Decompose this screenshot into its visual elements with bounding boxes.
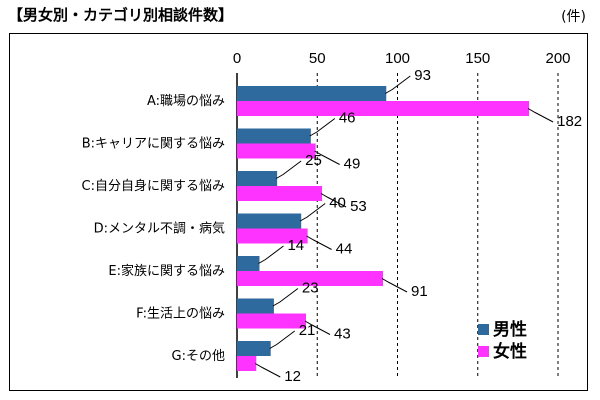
data-label: 44: [336, 241, 353, 258]
data-label: 49: [344, 156, 361, 173]
leader-line: [309, 118, 336, 137]
x-tick-label: 200: [545, 50, 570, 67]
data-label: 93: [414, 67, 431, 84]
bar-female: [237, 143, 316, 159]
data-label: 40: [329, 195, 346, 212]
data-label: 12: [284, 368, 301, 385]
legend-label: 男性: [493, 319, 527, 340]
bar-female: [237, 101, 530, 116]
leader-line: [306, 235, 332, 250]
leader-line: [272, 288, 299, 307]
leader-line: [527, 108, 554, 123]
bar-female: [237, 228, 308, 244]
bar-male: [237, 213, 302, 229]
leader-line: [320, 193, 347, 208]
data-label: 91: [411, 283, 428, 300]
category-label: F:生活上の悩み: [136, 307, 225, 322]
x-tick-label: 50: [309, 50, 326, 67]
leader-line: [304, 320, 331, 335]
bar-female: [237, 186, 323, 201]
category-label: E:家族に関する悩み: [108, 263, 225, 279]
data-label: 43: [334, 326, 351, 343]
leader-line: [385, 75, 411, 94]
category-label: D:メンタル不調・病気: [94, 221, 225, 237]
category-label: B:キャリアに関する悩み: [82, 137, 225, 152]
chart-frame: [9, 33, 588, 391]
leader-line: [258, 245, 284, 264]
bar-male: [237, 128, 311, 144]
legend-label: 女性: [493, 341, 527, 362]
leader-line: [381, 278, 408, 293]
category-label: A:職場の悩み: [147, 94, 225, 109]
leader-line: [299, 203, 326, 222]
x-tick-label: 150: [465, 50, 490, 67]
legend-swatch-male: [478, 324, 489, 335]
data-label: 23: [302, 280, 319, 297]
data-label: 53: [350, 198, 367, 215]
leader-line: [275, 160, 302, 179]
bar-male: [237, 341, 271, 356]
chart-title: 【男女別・カテゴリ別相談件数】: [8, 6, 234, 24]
bar-male: [237, 171, 278, 186]
data-label: 46: [339, 110, 356, 127]
data-label: 21: [299, 322, 316, 339]
bar-female: [237, 313, 307, 329]
leader-line: [269, 330, 296, 349]
leader-line: [255, 363, 281, 378]
x-tick-label: 0: [233, 50, 241, 67]
data-label: 25: [305, 152, 322, 169]
bar-male: [237, 86, 387, 101]
bar-female: [237, 271, 384, 286]
legend-swatch-female: [478, 346, 489, 357]
x-tick-label: 100: [385, 50, 410, 67]
bar-male: [237, 256, 260, 271]
data-label: 14: [287, 237, 304, 254]
unit-label: (件): [561, 9, 586, 25]
bar-female: [237, 356, 257, 371]
category-label: C:自分自身に関する悩み: [82, 178, 225, 194]
leader-line: [314, 150, 340, 165]
bar-male: [237, 298, 274, 314]
category-label: G:その他: [172, 349, 225, 364]
data-label: 182: [557, 113, 582, 130]
